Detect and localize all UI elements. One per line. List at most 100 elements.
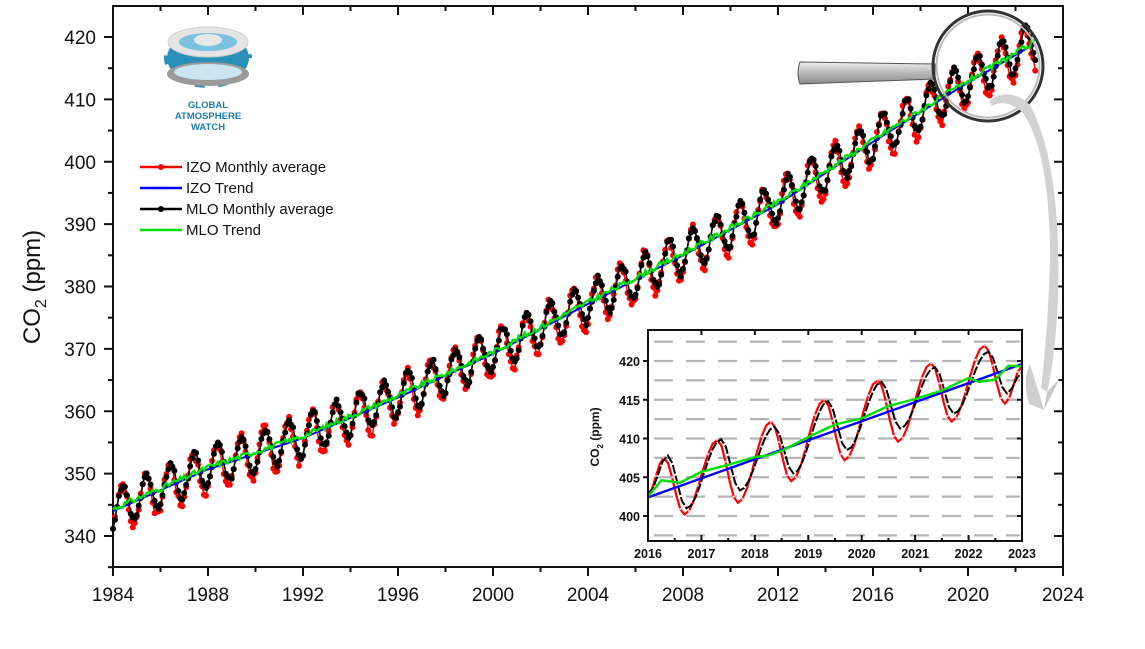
izo-monthly-point bbox=[414, 412, 421, 419]
mlo-monthly-point bbox=[258, 435, 265, 442]
mlo-monthly-point bbox=[240, 436, 247, 443]
mlo-monthly-point bbox=[929, 81, 936, 88]
mlo-monthly-point bbox=[729, 233, 736, 240]
mlo-monthly-point bbox=[135, 502, 142, 509]
mlo-monthly-point bbox=[333, 396, 340, 403]
mlo-monthly-point bbox=[967, 84, 973, 91]
inset-chart: 2016 2017 2018 2019 2020 2021 2022 2023 4004054… bbox=[588, 329, 1036, 561]
inset-izo-monthly-point bbox=[884, 400, 888, 403]
mlo-monthly-point bbox=[668, 236, 675, 243]
main-y-tick-label: 400 bbox=[64, 153, 96, 174]
mlo-monthly-point bbox=[691, 228, 698, 235]
inset-x-tick-label: 2023 bbox=[1008, 547, 1036, 561]
legend-item: MLO Monthly average bbox=[140, 201, 334, 218]
inset-y-axis-title-sub: 2 bbox=[596, 444, 605, 449]
mlo-monthly-point bbox=[990, 73, 997, 80]
zoom-arrow-body bbox=[989, 94, 1059, 392]
inset-x-tick-label: 2019 bbox=[794, 547, 822, 561]
main-y-tick-label: 360 bbox=[64, 402, 96, 423]
mlo-monthly-point bbox=[644, 253, 651, 260]
mlo-monthly-point bbox=[893, 139, 900, 145]
izo-monthly-point bbox=[856, 123, 863, 130]
gaw-logo: GLOBAL ATMOSPHERE WATCH bbox=[161, 25, 255, 133]
mlo-monthly-point bbox=[947, 78, 954, 85]
inset-izo-monthly-point bbox=[991, 364, 994, 367]
mlo-monthly-point bbox=[266, 436, 273, 443]
mlo-monthly-point bbox=[274, 463, 281, 470]
inset-izo-monthly-point bbox=[938, 382, 941, 385]
mlo-monthly-point bbox=[1018, 39, 1025, 46]
inset-izo-monthly-point bbox=[974, 358, 977, 361]
izo-monthly-point bbox=[1032, 67, 1039, 74]
mlo-monthly-point bbox=[575, 294, 582, 301]
mlo-monthly-point bbox=[495, 337, 502, 344]
mlo-monthly-point bbox=[300, 452, 306, 459]
main-y-axis-title-main: CO bbox=[19, 308, 46, 344]
mlo-monthly-point bbox=[420, 391, 427, 398]
main-x-tick-label: 1996 bbox=[377, 585, 419, 606]
mlo-monthly-point bbox=[175, 488, 182, 494]
mlo-monthly-point bbox=[810, 156, 817, 163]
main-y-tick-label: 420 bbox=[64, 28, 96, 49]
izo-monthly-point bbox=[535, 351, 542, 358]
mlo-monthly-point bbox=[254, 458, 261, 465]
izo-monthly-point bbox=[131, 519, 138, 526]
mlo-monthly-point bbox=[917, 123, 924, 130]
mlo-monthly-point bbox=[860, 132, 867, 139]
inset-izo-monthly-point bbox=[671, 476, 674, 479]
izo-monthly-point bbox=[559, 338, 566, 344]
mlo-monthly-point bbox=[965, 93, 971, 100]
inset-x-axis: 2016 2017 2018 2019 2020 2021 2022 2023 bbox=[634, 330, 1036, 561]
inset-izo-monthly-point bbox=[786, 474, 789, 477]
mlo-monthly-point bbox=[228, 475, 235, 482]
mlo-monthly-point bbox=[112, 516, 118, 523]
izo-monthly-point bbox=[369, 432, 376, 439]
mlo-monthly-point bbox=[155, 505, 162, 512]
main-x-tick-label: 2020 bbox=[947, 585, 989, 606]
mlo-monthly-point bbox=[480, 345, 487, 352]
mlo-monthly-point bbox=[218, 448, 225, 455]
izo-monthly-point bbox=[939, 122, 946, 129]
mlo-monthly-point bbox=[436, 382, 443, 389]
main-y-tick-label: 380 bbox=[64, 278, 96, 299]
mlo-monthly-point bbox=[678, 273, 684, 280]
inset-x-tick-label: 2021 bbox=[901, 547, 929, 561]
mlo-monthly-point bbox=[883, 119, 890, 126]
legend-item: IZO Trend bbox=[140, 180, 254, 197]
mlo-monthly-point bbox=[147, 481, 154, 488]
main-y-tick-label: 340 bbox=[64, 527, 96, 548]
legend-label: MLO Monthly average bbox=[186, 201, 334, 218]
inset-izo-trend-line bbox=[647, 362, 1023, 499]
mlo-monthly-point bbox=[430, 356, 437, 363]
inset-izo-monthly-point bbox=[867, 394, 870, 397]
mlo-monthly-point bbox=[377, 389, 384, 396]
inset-izo-monthly-point bbox=[839, 453, 842, 456]
izo-monthly-point bbox=[1010, 79, 1017, 86]
mlo-monthly-point bbox=[634, 285, 641, 292]
inset-izo-monthly-point bbox=[769, 420, 773, 423]
inset-izo-monthly-point bbox=[706, 453, 710, 456]
mlo-monthly-point bbox=[478, 336, 485, 343]
mlo-monthly-point bbox=[531, 335, 538, 342]
inset-grid bbox=[654, 340, 1020, 537]
inset-izo-monthly-point bbox=[848, 455, 851, 458]
mlo-monthly-point bbox=[395, 409, 401, 416]
mlo-monthly-point bbox=[515, 347, 522, 354]
mlo-monthly-point bbox=[424, 368, 431, 375]
mlo-monthly-point bbox=[852, 140, 859, 147]
mlo-monthly-point bbox=[682, 258, 688, 265]
main-y-tick-label: 350 bbox=[64, 465, 96, 486]
mlo-monthly-point bbox=[551, 308, 558, 315]
izo-monthly-point bbox=[796, 213, 803, 220]
mlo-monthly-point bbox=[145, 475, 152, 482]
inset-y-axis: 400 405 410 415 420 bbox=[619, 355, 1022, 524]
mlo-monthly-point bbox=[792, 198, 799, 205]
mlo-monthly-point bbox=[955, 74, 962, 81]
mlo-monthly-point bbox=[705, 246, 712, 253]
mlo-monthly-point bbox=[278, 448, 285, 455]
legend-swatch-marker bbox=[158, 206, 164, 212]
main-x-tick-label: 2008 bbox=[662, 585, 704, 606]
inset-mlo-trend-line bbox=[647, 364, 1023, 498]
izo-monthly-point bbox=[832, 137, 839, 144]
